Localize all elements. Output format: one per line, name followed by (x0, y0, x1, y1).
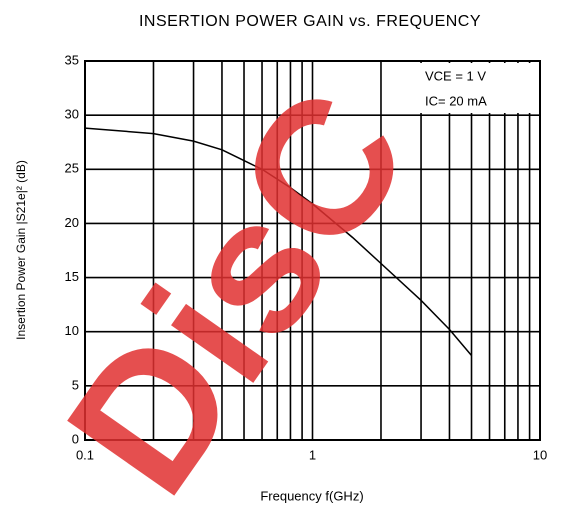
y-tick-label: 30 (65, 107, 79, 122)
annotation: VCE = 1 V (425, 68, 486, 83)
chart-title: INSERTION POWER GAIN vs. FREQUENCY (139, 13, 481, 30)
x-axis-label: Frequency f(GHz) (260, 488, 363, 503)
y-tick-label: 20 (65, 215, 79, 230)
y-tick-label: 35 (65, 52, 79, 67)
y-tick-label: 5 (72, 377, 79, 392)
x-tick-label: 0.1 (76, 447, 94, 462)
data-line (84, 127, 473, 356)
x-tick-label: 10 (533, 447, 547, 462)
y-tick-label: 15 (65, 269, 79, 284)
annotation-box (418, 63, 538, 113)
y-axis-label: Insertion Power Gain |S21e|² (dB) (14, 160, 28, 340)
x-tick-label: 1 (309, 447, 316, 462)
watermark: DisC (27, 53, 449, 514)
plot-area: 0 5 10 15 20 25 30 35 0.1 1 10 (65, 52, 548, 462)
y-tick-label: 10 (65, 323, 79, 338)
y-tick-label: 25 (65, 161, 79, 176)
plot-frame (84, 60, 541, 441)
annotation: IC= 20 mA (425, 93, 487, 108)
y-tick-label: 0 (72, 431, 79, 446)
